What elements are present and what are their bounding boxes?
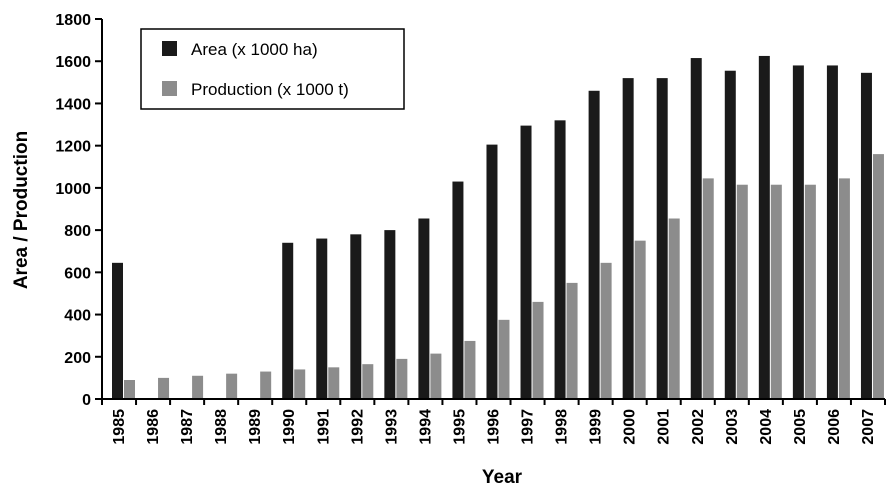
legend-box [140,28,405,110]
bar-production-1989 [260,371,272,399]
bar-area-1997 [520,125,532,399]
x-tick-label-2003: 2003 [724,409,741,445]
bar-production-2006 [838,178,850,399]
y-tick-label: 0 [82,392,91,409]
bar-production-2005 [804,184,816,399]
bar-production-1996 [498,319,510,399]
bar-production-1987 [192,375,204,399]
x-axis-title: Year [482,467,523,487]
x-tick-label-2000: 2000 [622,409,639,445]
bar-production-1998 [566,282,578,399]
bar-area-1998 [554,120,566,399]
y-tick-label: 800 [64,223,91,240]
bar-production-1988 [226,373,238,399]
bar-area-2007 [860,72,872,399]
y-tick-label: 1600 [55,54,91,71]
bar-production-1994 [430,353,442,399]
legend-label-area: Area (x 1000 ha) [191,40,318,59]
x-tick-label-2007: 2007 [860,409,877,445]
legend-swatch-area [162,41,177,56]
bar-production-2007 [872,154,884,399]
x-tick-label-1998: 1998 [554,409,571,445]
x-tick-label-1986: 1986 [145,409,162,445]
y-axis: 0 200 400 600 800 1000 1200 1400 1600 1800 [55,12,103,409]
x-tick-label-1999: 1999 [588,409,605,445]
bar-area-1990 [282,242,294,399]
x-tick-label-2001: 2001 [656,409,673,445]
y-tick-label: 200 [64,350,91,367]
bar-area-2002 [690,58,702,400]
bar-area-1995 [452,181,464,399]
bar-production-1986 [158,377,170,399]
bars [112,55,884,400]
y-tick-label: 1000 [55,181,91,198]
bar-area-2005 [792,65,804,399]
y-tick-label: 1400 [55,96,91,113]
bar-production-1990 [294,369,306,399]
bar-production-1992 [362,364,374,399]
x-tick-label-1992: 1992 [349,409,366,445]
bar-production-2004 [770,184,782,399]
bar-production-1995 [464,340,476,399]
bar-area-1999 [588,90,600,400]
x-tick-label-1993: 1993 [383,409,400,445]
y-tick-label: 1200 [55,139,91,156]
x-tick-label-1990: 1990 [281,409,298,445]
bar-area-1996 [486,144,498,399]
x-tick-label-1988: 1988 [213,409,230,445]
bar-area-2004 [758,55,770,399]
x-tick-label-1997: 1997 [520,409,537,445]
legend-label-production: Production (x 1000 t) [191,80,349,99]
x-tick-label-2005: 2005 [792,409,809,445]
x-tick-label-2004: 2004 [758,409,775,445]
bar-production-2000 [634,240,646,399]
bar-production-1999 [600,262,612,399]
y-tick-label: 1800 [55,12,91,29]
x-tick-label-1985: 1985 [111,409,128,445]
x-tick-label-1996: 1996 [486,409,503,445]
bar-area-1991 [316,238,328,399]
bar-area-1992 [350,234,362,399]
bar-area-2003 [724,70,736,399]
y-axis-title: Area / Production [11,131,32,289]
bar-production-2002 [702,178,714,399]
x-tick-label-1987: 1987 [179,409,196,445]
bar-production-1993 [396,358,408,399]
x-tick-label-2002: 2002 [690,409,707,445]
bar-production-1985 [124,380,135,399]
bar-area-2001 [656,78,668,399]
bar-area-1994 [418,218,430,399]
bar-area-2000 [622,78,634,399]
bar-production-1991 [328,367,340,399]
bar-production-1997 [532,301,544,399]
bar-production-2003 [736,184,748,399]
y-tick-label: 400 [64,308,91,325]
bar-area-1985 [112,262,123,399]
x-axis: 1985 1986 1987 1988 1989 1990 1991 1992 1993 1994… [101,398,886,445]
x-tick-label-1989: 1989 [247,409,264,445]
bar-production-2001 [668,218,680,399]
legend-swatch-production [162,81,177,96]
x-tick-label-1995: 1995 [451,409,468,445]
x-tick-label-1994: 1994 [417,409,434,445]
x-tick-label-1991: 1991 [315,409,332,445]
legend: Area (x 1000 ha) Production (x 1000 t) [140,28,405,110]
bar-area-1993 [384,230,396,399]
x-tick-label-2006: 2006 [826,409,843,445]
y-tick-label: 600 [64,265,91,282]
bar-area-2006 [826,65,838,399]
